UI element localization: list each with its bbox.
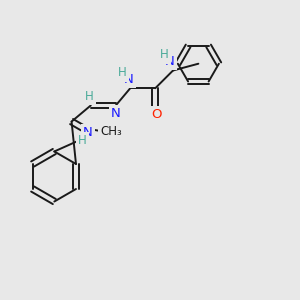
Text: N: N	[124, 73, 134, 86]
Text: H: H	[118, 66, 126, 80]
Text: H: H	[85, 90, 94, 103]
Text: H: H	[78, 134, 86, 147]
Text: N: N	[111, 107, 121, 120]
Text: O: O	[151, 108, 161, 121]
Text: H: H	[160, 48, 169, 62]
Text: N: N	[165, 55, 175, 68]
Text: CH₃: CH₃	[100, 125, 122, 138]
Text: N: N	[83, 126, 93, 139]
